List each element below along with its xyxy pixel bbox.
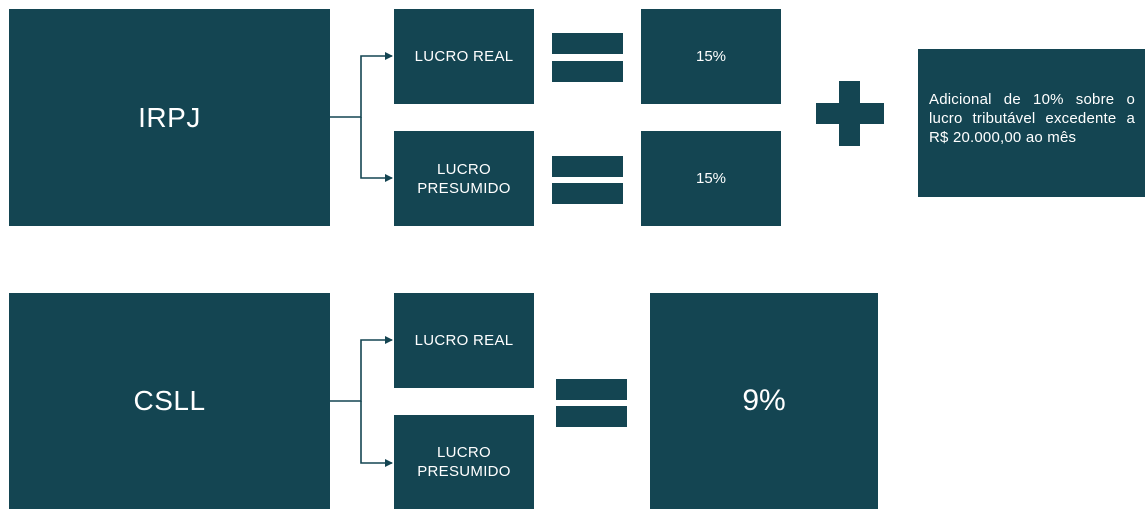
csll-title: CSLL — [133, 385, 206, 416]
irpj-equals-2-top — [552, 156, 623, 177]
irpj-additional-note: Adicional de 10% sobre o lucro tributáve… — [929, 90, 1135, 146]
plus-sign-horizontal — [816, 103, 884, 124]
csll-title-box: CSLL — [9, 293, 330, 509]
csll-regime-lucro-real-label: LUCRO REAL — [414, 332, 514, 349]
csll-arrow-lucro-real — [330, 336, 393, 402]
csll-rate-value: 9% — [742, 384, 786, 417]
irpj-rate-lucro-presumido: 15% — [641, 131, 781, 226]
csll-equals-top — [556, 379, 627, 400]
csll-regime-lucro-presumido: LUCRO PRESUMIDO — [394, 415, 534, 509]
irpj-regime-lucro-presumido: LUCRO PRESUMIDO — [394, 131, 534, 226]
csll-equals-bottom — [556, 406, 627, 427]
irpj-regime-lucro-presumido-label: LUCRO PRESUMIDO — [417, 160, 511, 197]
irpj-regime-lucro-real-label: LUCRO REAL — [414, 48, 514, 65]
irpj-arrow-lucro-presumido — [360, 117, 393, 182]
irpj-title: IRPJ — [138, 101, 201, 133]
irpj-regime-lucro-real: LUCRO REAL — [394, 9, 534, 104]
irpj-rate-lucro-presumido-value: 15% — [695, 170, 727, 187]
csll-regime-lucro-real: LUCRO REAL — [394, 293, 534, 388]
irpj-additional-note-box: Adicional de 10% sobre o lucro tributáve… — [918, 49, 1145, 197]
csll-arrow-lucro-presumido — [360, 401, 393, 467]
irpj-equals-1-top — [552, 33, 623, 54]
csll-regime-lucro-presumido-label: LUCRO PRESUMIDO — [417, 444, 511, 480]
irpj-equals-2-bottom — [552, 183, 623, 204]
irpj-rate-lucro-real-value: 15% — [695, 48, 727, 65]
irpj-equals-1-bottom — [552, 61, 623, 82]
irpj-title-box: IRPJ — [9, 9, 330, 226]
irpj-rate-lucro-real: 15% — [641, 9, 781, 104]
irpj-arrow-lucro-real — [330, 52, 393, 118]
csll-rate-box: 9% — [650, 293, 878, 509]
